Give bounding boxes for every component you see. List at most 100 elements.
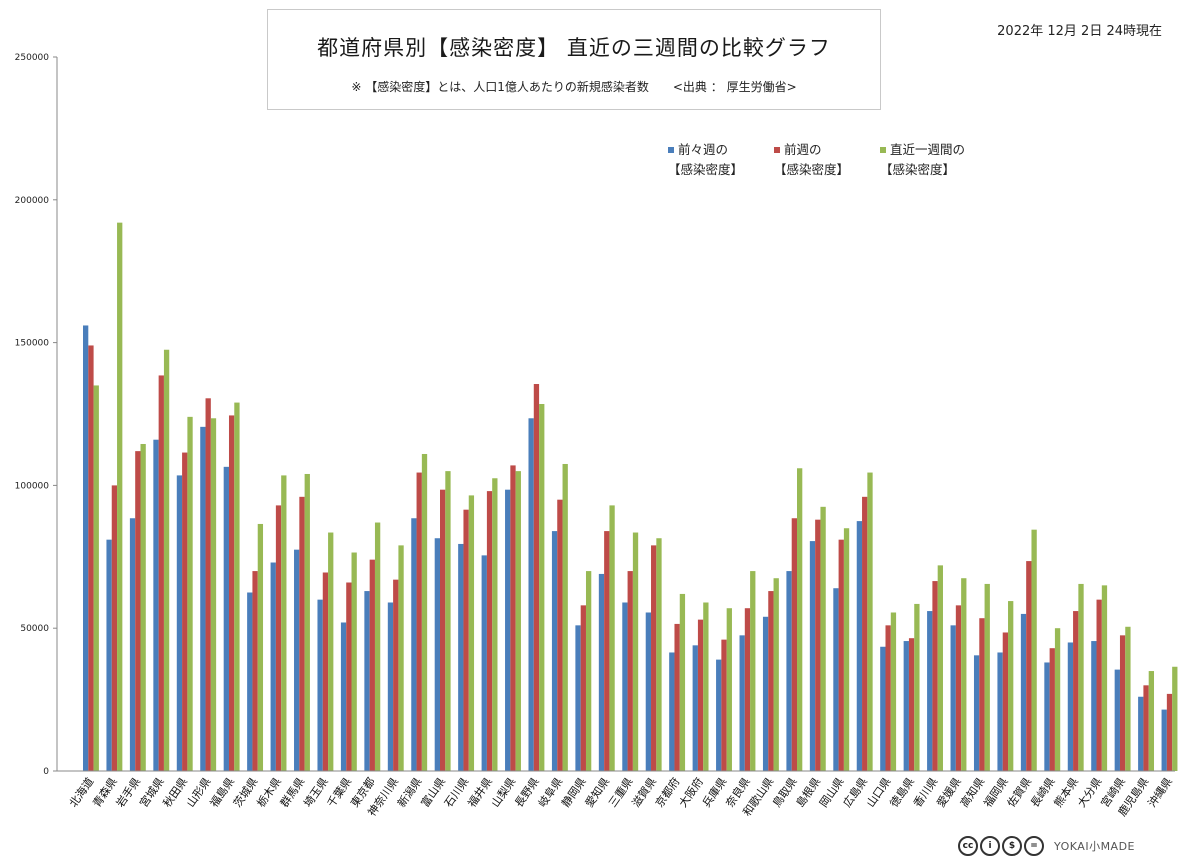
bar-series1 [669,652,675,771]
bar-series2 [979,618,985,771]
bar-series2 [1073,611,1079,771]
bar-series2 [1049,648,1055,771]
bar-series3 [304,473,310,771]
bar-series1 [223,466,229,771]
bar-series1 [716,659,722,771]
bar-series3 [773,578,779,771]
bar-series1 [1161,709,1167,771]
legend-swatch-series3 [880,147,886,153]
timestamp: 2022年 12月 2日 24時現在 [997,24,1162,39]
legend-swatch-series2 [774,147,780,153]
legend-swatch-series1 [668,147,674,153]
bar-series1 [997,652,1003,771]
bar-series3 [562,463,568,771]
y-tick-label: 100000 [15,481,50,491]
bar-series3 [585,571,592,771]
bar-series1 [129,518,136,771]
bar-series2 [557,499,563,771]
bar-series2 [440,489,446,771]
noderivatives-icon: = [1024,836,1044,856]
noncommercial-icon: $ [1002,836,1022,856]
bar-series3 [374,522,381,771]
bar-series1 [387,602,394,771]
bar-series1 [247,592,253,771]
bar-series3 [140,443,146,771]
bar-series1 [809,541,816,771]
bar-series1 [762,616,769,771]
bar-series3 [328,532,334,771]
bar-series1 [176,475,183,771]
bar-series3 [351,552,357,771]
bar-series2 [393,579,399,771]
bar-series2 [862,496,868,771]
bar-series3 [703,602,709,771]
bar-series2 [322,572,329,771]
bar-series2 [135,451,141,771]
bar-series3 [797,468,803,771]
bar-series3 [961,578,967,771]
bar-series2 [768,591,774,771]
bar-series2 [416,472,422,771]
bar-series1 [317,599,323,771]
bar-series3 [117,222,123,771]
bar-series2 [299,496,305,771]
bar-series2 [651,545,657,771]
bar-series2 [158,375,164,771]
bar-series3 [750,571,756,771]
bar-series3 [210,418,217,771]
bar-series2 [1002,632,1009,771]
bar-series3 [984,583,990,771]
bar-series2 [1096,599,1102,771]
bar-series1 [880,646,886,771]
bar-series3 [609,505,615,771]
bars [83,222,1178,771]
bar-series1 [692,645,698,771]
bar-series3 [93,385,99,771]
bar-series1 [83,325,89,771]
bar-series3 [468,495,475,771]
bar-series1 [294,549,300,771]
attribution-icon: i [980,836,1000,856]
bar-series2 [1143,685,1149,771]
bar-series3 [539,404,545,771]
bar-series2 [111,485,118,771]
bar-series1 [598,573,605,771]
bar-series3 [1172,666,1178,771]
bar-series2 [205,398,211,771]
bar-series1 [575,625,581,771]
legend: 前々週の 【感染密度】 前週の 【感染密度】 直近一週間の 【感染密度】 [652,140,982,200]
bar-series1 [481,555,487,771]
y-tick-label: 0 [43,767,49,777]
bar-series1 [1114,669,1120,771]
bar-series3 [421,453,428,771]
bar-series1 [903,641,909,771]
bar-series1 [551,531,558,771]
bar-series3 [1054,628,1061,771]
bar-series2 [533,384,540,771]
bar-series1 [973,655,980,771]
bar-series1 [200,426,206,771]
bar-series3 [234,402,240,771]
bar-series2 [88,345,94,771]
bar-series1 [1044,662,1050,771]
bar-series1 [1138,696,1144,771]
chart-title: 都道府県別【感染密度】 直近の三週間の比較グラフ [317,36,831,60]
bar-series3 [163,349,170,771]
bar-series2 [721,639,727,771]
bar-series2 [604,531,610,771]
bar-series2 [697,619,704,771]
bar-series1 [927,611,933,771]
bar-series3 [937,565,943,771]
bar-series1 [856,521,863,771]
y-tick-label: 150000 [15,339,50,349]
bar-series2 [182,452,188,771]
bar-series2 [580,605,586,771]
bar-series1 [364,591,370,771]
bar-series2 [955,605,962,771]
y-tick-label: 50000 [20,624,49,634]
bar-series3 [398,545,404,771]
bar-series1 [1067,642,1074,771]
bar-series1 [950,625,956,771]
bar-series3 [726,608,732,771]
